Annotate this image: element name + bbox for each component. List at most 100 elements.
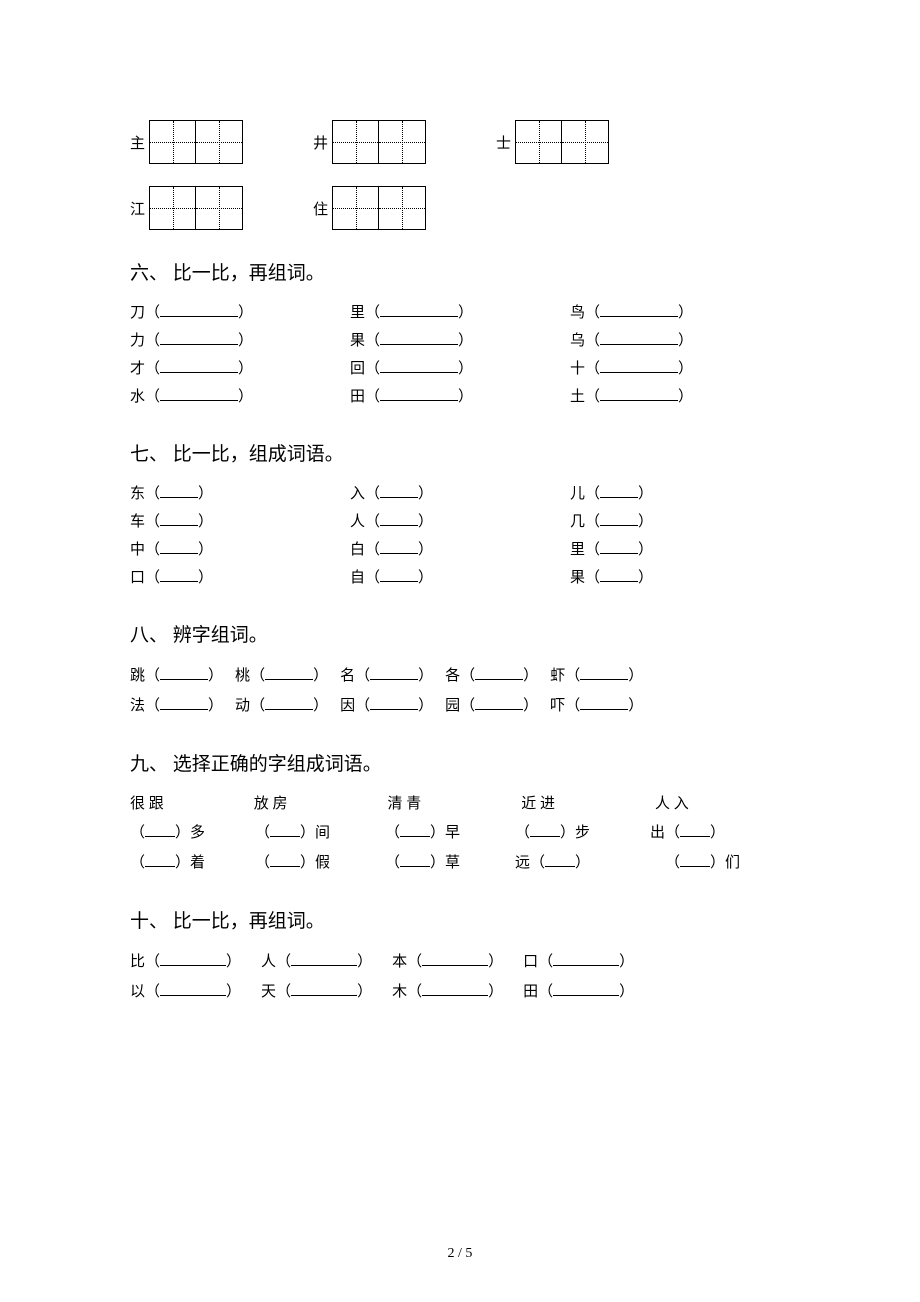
grid-item: 士 [496,120,609,164]
char: 步 [575,825,590,841]
blank[interactable] [380,539,418,554]
blank[interactable] [265,665,313,680]
tianzi-box[interactable] [149,120,243,164]
char: 力 [130,333,145,349]
grid-item: 住 [313,186,426,230]
blank[interactable] [680,852,710,867]
blank[interactable] [160,539,198,554]
char: 入 [350,486,365,502]
page-number: 2 / 5 [0,1246,920,1262]
section-10-title: 十、 比一比，再组词。 [130,906,790,933]
char: 田 [523,984,538,1000]
blank[interactable] [400,822,430,837]
char: 因 [340,698,355,714]
char: 天 [261,984,276,1000]
char: 土 [570,389,585,405]
blank[interactable] [160,386,238,401]
blank[interactable] [160,511,198,526]
char: 着 [190,855,205,871]
char: 乌 [570,333,585,349]
blank[interactable] [160,567,198,582]
char: 才 [130,361,145,377]
blank[interactable] [422,981,488,996]
tianzi-box[interactable] [515,120,609,164]
blank[interactable] [380,330,458,345]
char: 车 [130,514,145,530]
blank[interactable] [160,483,198,498]
blank[interactable] [600,330,678,345]
char: 早 [445,825,460,841]
blank[interactable] [160,358,238,373]
section-9-choice-header: 很 跟 放 房 清 青 近 进 人 入 [130,790,790,818]
blank[interactable] [291,981,357,996]
blank[interactable] [380,302,458,317]
char: 桃 [235,668,250,684]
blank[interactable] [145,852,175,867]
blank[interactable] [553,981,619,996]
blank[interactable] [291,951,357,966]
blank[interactable] [600,302,678,317]
blank[interactable] [160,951,226,966]
blank[interactable] [600,483,638,498]
char: 以 [130,984,145,1000]
blank[interactable] [160,981,226,996]
grid-char: 士 [496,132,511,153]
blank[interactable] [160,665,208,680]
blank[interactable] [580,695,628,710]
blank[interactable] [270,852,300,867]
section-7: 七、 比一比，组成词语。 东（） 车（） 中（） 口（） 入（） 人（） 白（）… [130,439,790,592]
tianzi-box[interactable] [332,186,426,230]
blank[interactable] [265,695,313,710]
blank[interactable] [160,302,238,317]
blank[interactable] [380,567,418,582]
blank[interactable] [370,695,418,710]
blank[interactable] [422,951,488,966]
blank[interactable] [380,386,458,401]
blank[interactable] [160,330,238,345]
section-6-grid: 刀（） 力（） 才（） 水（） 里（） 果（） 回（） 田（） 鸟（） 乌（） … [130,299,790,411]
char: 儿 [570,486,585,502]
char: 跳 [130,668,145,684]
char: 田 [350,389,365,405]
char: 木 [392,984,407,1000]
blank[interactable] [680,822,710,837]
char: 假 [315,855,330,871]
blank[interactable] [530,822,560,837]
blank[interactable] [600,386,678,401]
blank[interactable] [270,822,300,837]
tianzi-box[interactable] [149,186,243,230]
tianzi-box[interactable] [332,120,426,164]
section-8: 八、 辨字组词。 跳（） 桃（） 名（） 各（） 虾（） 法（） 动（） 因（）… [130,620,790,721]
section-8-row-2: 法（） 动（） 因（） 园（） 吓（） [130,691,790,721]
blank[interactable] [160,695,208,710]
grid-char: 主 [130,132,145,153]
blank[interactable] [370,665,418,680]
blank[interactable] [475,665,523,680]
blank[interactable] [600,511,638,526]
blank[interactable] [545,852,575,867]
section-10-row-1: 比（） 人（） 本（） 口（） [130,947,790,977]
grid-char: 井 [313,132,328,153]
char: 几 [570,514,585,530]
char: 鸟 [570,305,585,321]
blank[interactable] [380,358,458,373]
grid-char: 江 [130,198,145,219]
blank[interactable] [600,358,678,373]
choice-pair: 清 青 [388,790,518,818]
char: 白 [350,542,365,558]
blank[interactable] [600,567,638,582]
grid-item: 江 [130,186,243,230]
blank[interactable] [600,539,638,554]
blank[interactable] [475,695,523,710]
grid-row-2: 江 住 [130,186,790,230]
blank[interactable] [145,822,175,837]
char: 远 [515,855,530,871]
blank[interactable] [400,852,430,867]
char: 人 [350,514,365,530]
char: 草 [445,855,460,871]
blank[interactable] [553,951,619,966]
blank[interactable] [380,483,418,498]
blank[interactable] [580,665,628,680]
section-10-row-2: 以（） 天（） 木（） 田（） [130,977,790,1007]
blank[interactable] [380,511,418,526]
